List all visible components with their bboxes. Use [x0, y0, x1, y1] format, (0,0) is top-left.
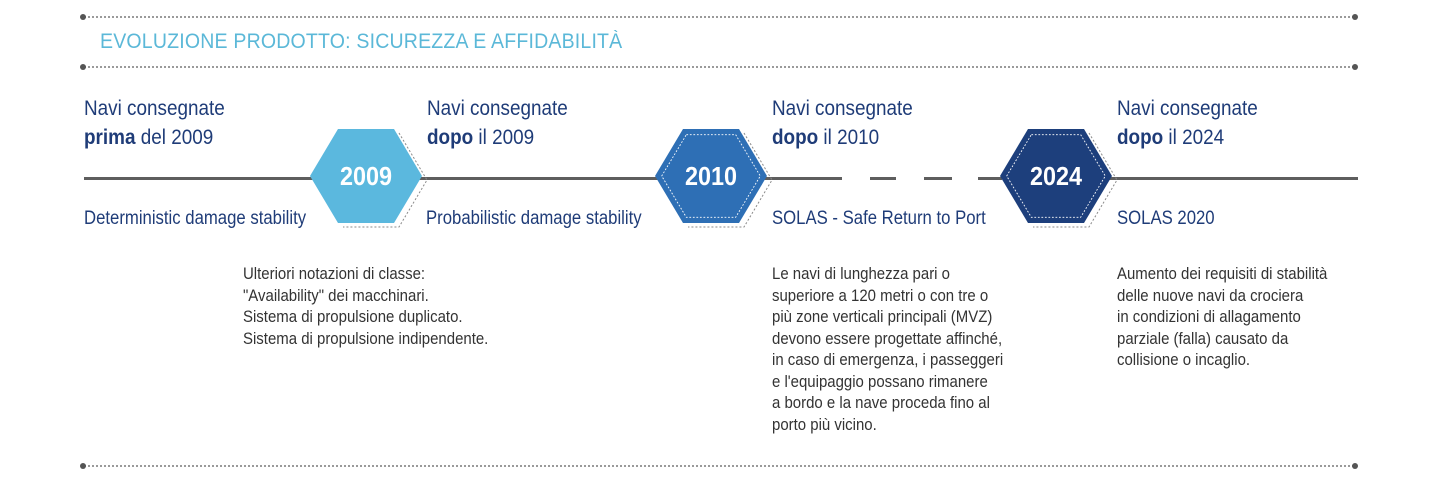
- timeline-dash: [870, 177, 896, 180]
- milestone-notes: Ulteriori notazioni di classe: "Availabi…: [243, 264, 489, 348]
- milestone-standard: SOLAS 2020: [1117, 208, 1215, 229]
- year-label: 2010: [684, 161, 738, 191]
- year-hexagon-2024: 2024: [1000, 127, 1118, 228]
- bottom-dotted-rule: [80, 463, 1358, 469]
- hexagon-shape: [655, 129, 767, 223]
- year-label: 2009: [339, 161, 393, 191]
- milestone-notes: Le navi di lunghezza pari o superiore a …: [772, 264, 1004, 434]
- timeline-dash: [978, 177, 1002, 180]
- top-dotted-rule: [80, 14, 1358, 20]
- milestone-standard: Deterministic damage stability: [84, 208, 307, 229]
- milestone-notes: Aumento dei requisiti di stabilità delle…: [1117, 264, 1328, 369]
- timeline-dash: [924, 177, 952, 180]
- year-hexagon-2009: 2009: [310, 127, 428, 228]
- hexagon-shape: [1000, 129, 1112, 223]
- year-hexagon-2010: 2010: [655, 127, 773, 228]
- milestone-heading: Navi consegnate dopo il 2024: [1117, 97, 1258, 149]
- milestone-heading: Navi consegnate dopo il 2010: [772, 97, 913, 149]
- timeline-line: [760, 177, 842, 180]
- section-title: EVOLUZIONE PRODOTTO: SICUREZZA E AFFIDAB…: [100, 30, 623, 53]
- milestone-standard: SOLAS - Safe Return to Port: [772, 208, 986, 229]
- milestone-heading: Navi consegnate dopo il 2009: [427, 97, 568, 149]
- milestone-heading: Navi consegnate prima del 2009: [84, 97, 225, 149]
- title-dotted-rule: [80, 64, 1358, 70]
- timeline-line: [1108, 177, 1358, 180]
- hexagon-shape: [310, 129, 422, 223]
- milestone-standard: Probabilistic damage stability: [426, 208, 642, 229]
- year-label: 2024: [1029, 161, 1083, 191]
